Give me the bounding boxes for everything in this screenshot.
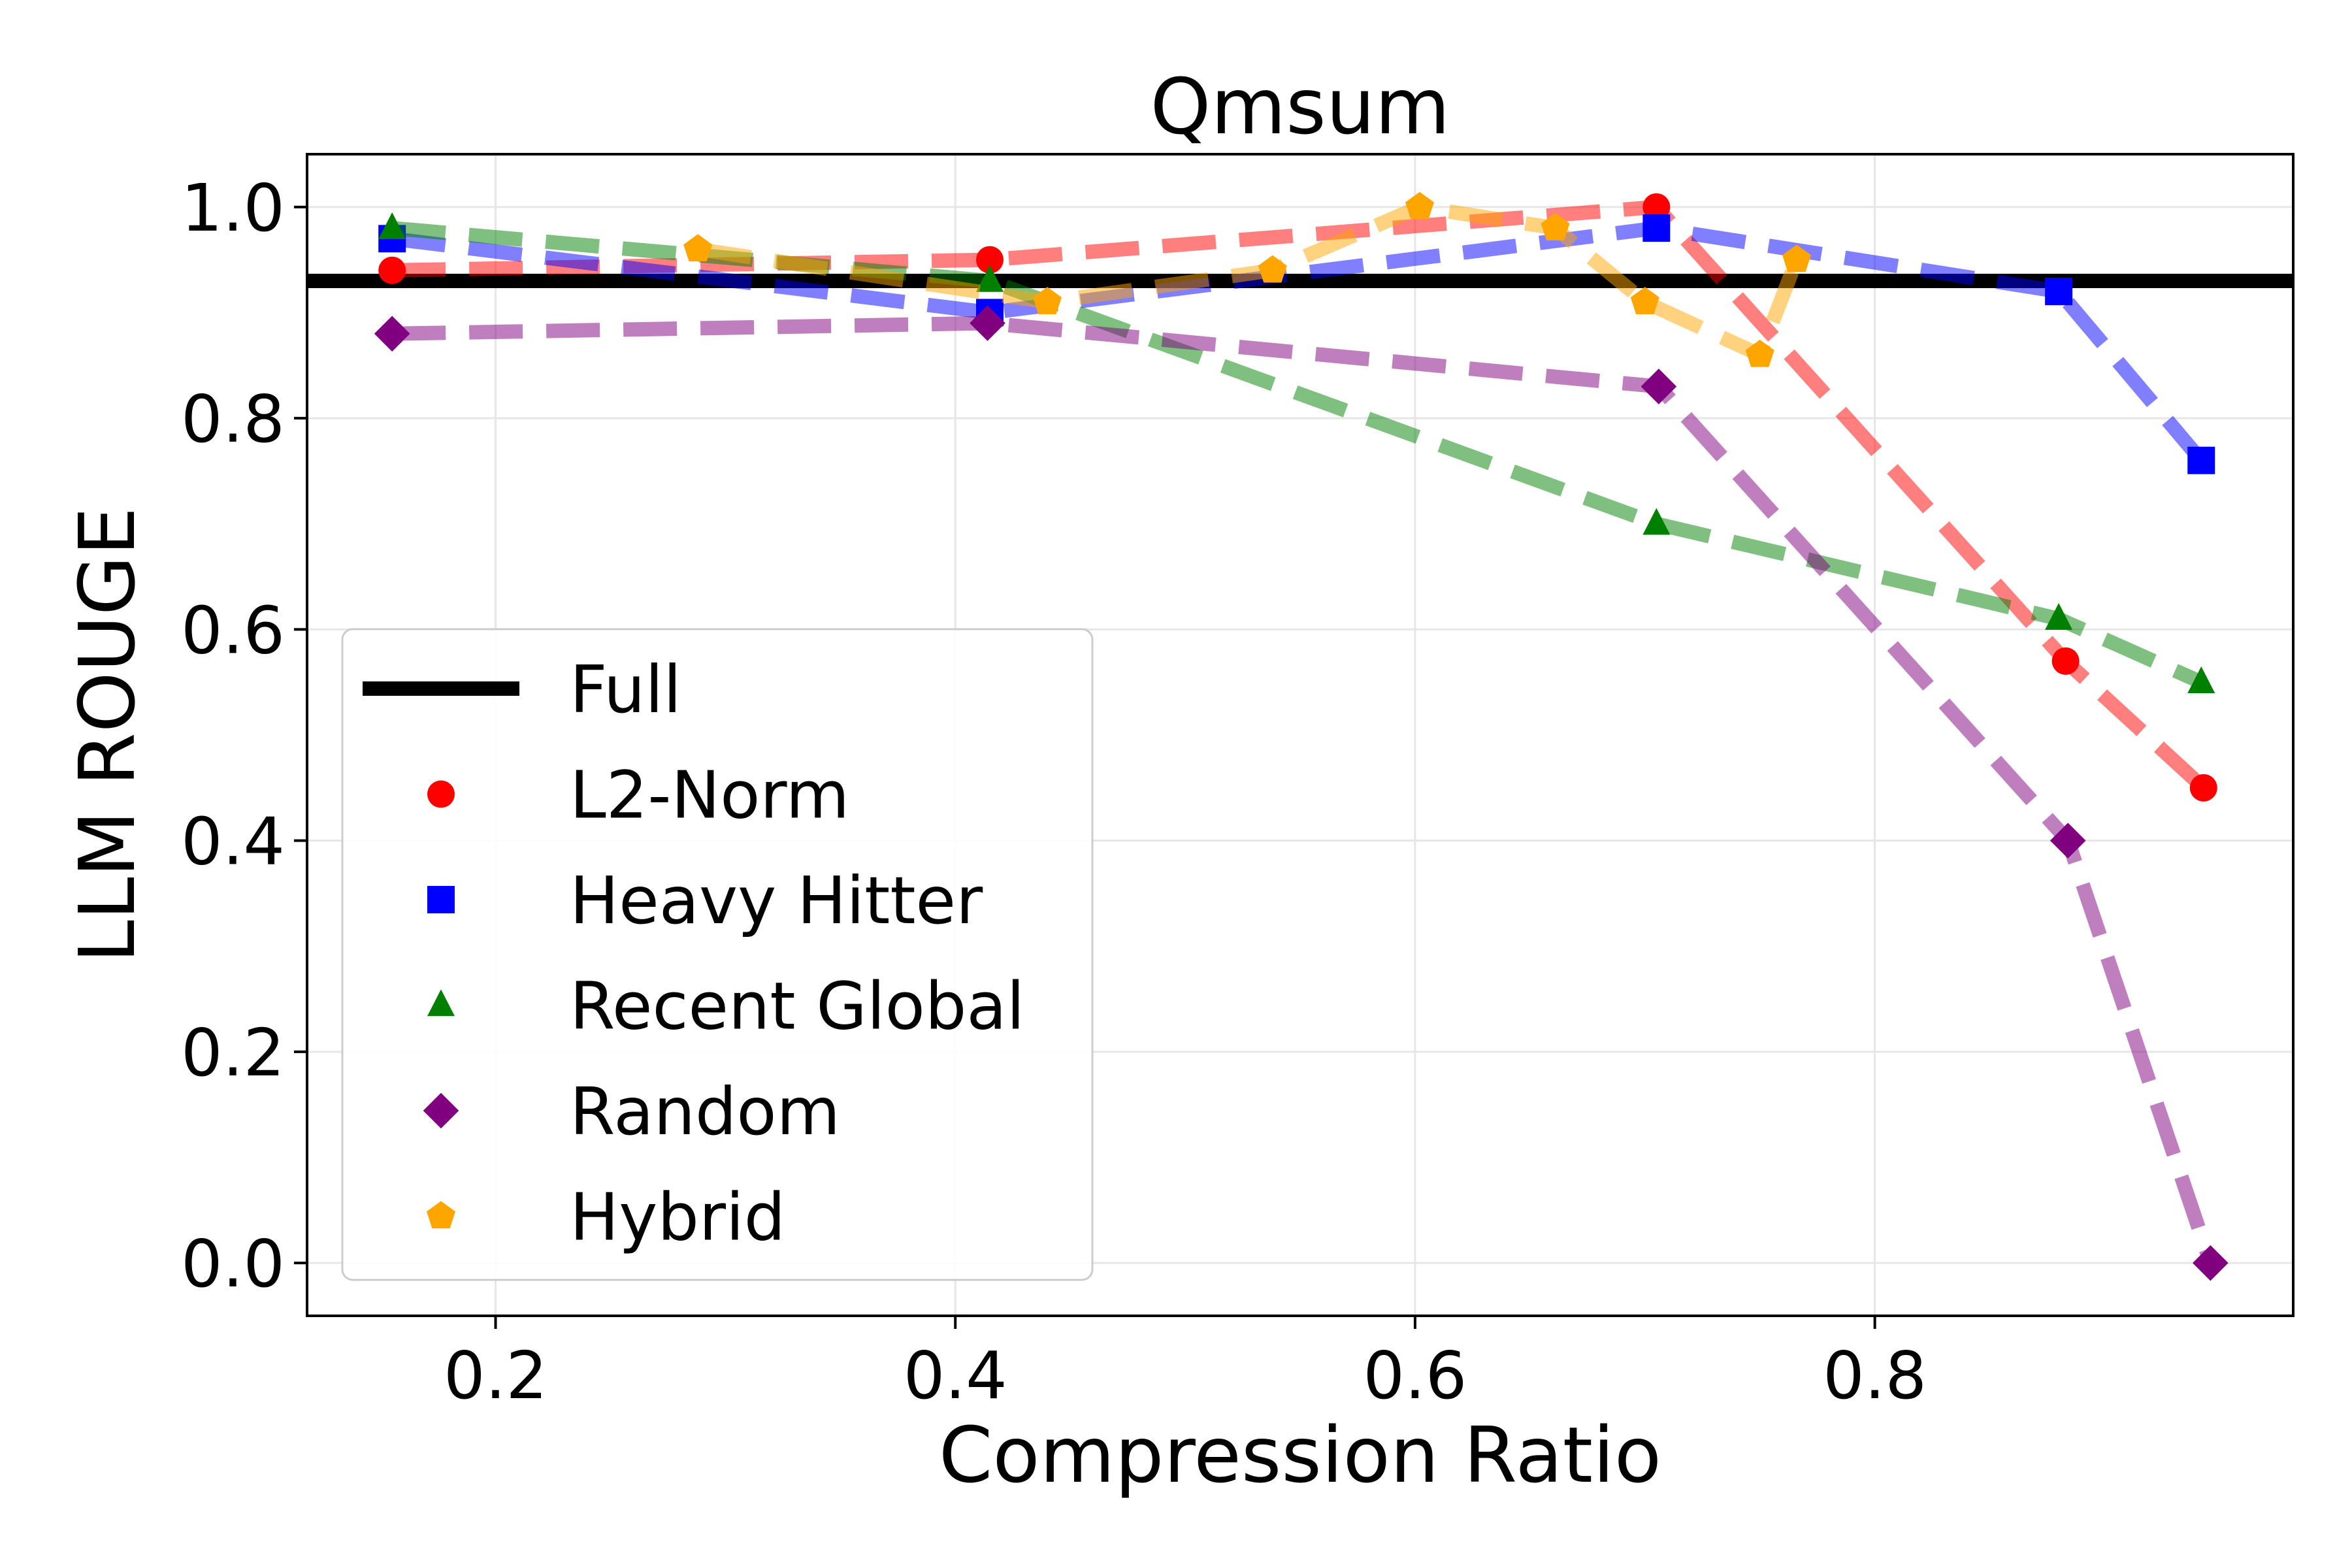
series-random [374, 305, 2229, 1281]
legend-label-hybrid: Hybrid [570, 1179, 785, 1256]
random-point [2050, 823, 2086, 858]
hybrid-point [1782, 244, 1811, 272]
l2-norm-point [1642, 193, 1671, 221]
series-layer [374, 191, 2229, 1281]
random-point [374, 316, 410, 352]
random-point [2193, 1245, 2229, 1281]
legend-swatch-heavy-hitter [427, 886, 455, 913]
hybrid-point [1745, 340, 1774, 367]
legend-label-full: Full [570, 651, 681, 728]
legend-label-l2-norm: L2-Norm [570, 757, 849, 834]
legend-swatch-random [423, 1092, 459, 1129]
ticks: 0.2 0.4 0.6 0.8 0.0 0.2 0.4 0.6 0.8 1.0 [181, 170, 1927, 1414]
y-tick-label: 0.0 [181, 1226, 285, 1302]
l2-norm-point [378, 256, 406, 284]
random-point [1641, 368, 1677, 404]
y-tick-label: 0.2 [181, 1015, 285, 1091]
l2-norm-point [2051, 647, 2080, 675]
hybrid-line [696, 199, 1804, 365]
recent-global-point [1642, 508, 1671, 535]
recent-global-point [2045, 603, 2073, 630]
series-hybrid [683, 191, 1811, 367]
legend-swatch-hybrid [427, 1201, 455, 1229]
x-tick-label: 0.8 [1823, 1337, 1927, 1414]
legend-label-heavy-hitter: Heavy Hitter [570, 862, 983, 939]
legend-swatch-recent-global [427, 989, 455, 1017]
x-axis-label: Compression Ratio [939, 1410, 1661, 1500]
heavy-hitter-point [2187, 446, 2215, 474]
legend-swatch-l2-norm [427, 780, 455, 808]
random-point [970, 305, 1005, 341]
y-axis-label: LLM ROUGE [62, 507, 152, 963]
recent-global-point [378, 212, 406, 239]
hybrid-point [1541, 213, 1570, 240]
recent-global-point [2187, 666, 2215, 693]
legend-box [341, 628, 1094, 1281]
chart-title: Qmsum [1150, 61, 1450, 152]
x-tick-label: 0.4 [904, 1337, 1007, 1414]
hybrid-point [683, 234, 713, 262]
legend-label-recent-global: Recent Global [570, 968, 1024, 1045]
hybrid-point [1258, 255, 1287, 283]
plot-frame [306, 153, 2295, 1317]
recent-global-point [976, 265, 1004, 292]
y-tick-label: 0.8 [181, 381, 285, 457]
hybrid-point [1405, 191, 1434, 220]
x-tick-label: 0.2 [444, 1337, 547, 1414]
hybrid-point [1630, 287, 1659, 314]
l2-norm-point [2189, 774, 2217, 802]
y-tick-label: 0.4 [181, 804, 285, 880]
hybrid-point [1032, 287, 1062, 314]
y-tick-label: 0.6 [181, 592, 285, 668]
l2-norm-point [976, 246, 1004, 274]
legend-label-random: Random [570, 1073, 840, 1150]
heavy-hitter-point [1642, 214, 1671, 242]
x-tick-label: 0.6 [1363, 1337, 1467, 1414]
heavy-hitter-point [2045, 278, 2073, 306]
legend: Full L2-Norm Heavy Hitter Recent Global Rand… [341, 628, 1094, 1281]
y-tick-label: 1.0 [181, 170, 285, 246]
